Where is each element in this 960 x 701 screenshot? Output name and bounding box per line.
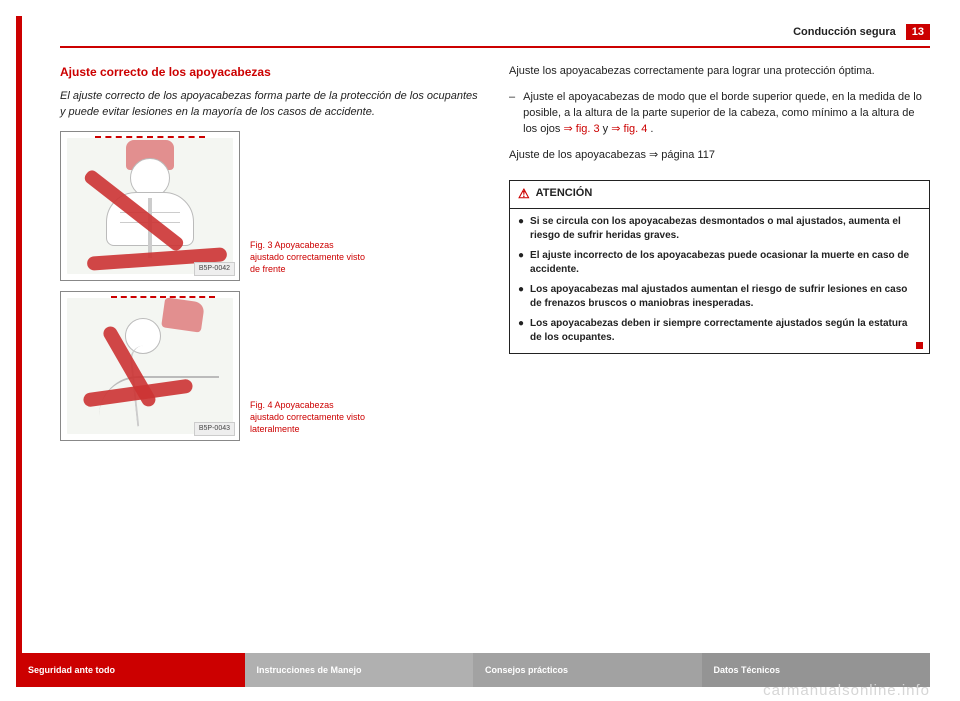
warning-header: ⚠ ATENCIÓN	[510, 181, 929, 209]
instruction-item: – Ajuste el apoyacabezas de modo que el …	[509, 90, 930, 138]
footer-tab-instrucciones[interactable]: Instrucciones de Manejo	[245, 653, 474, 687]
warning-bullet: ●Los apoyacabezas mal ajustados aumentan…	[518, 283, 921, 311]
warning-bullet: ●El ajuste incorrecto de los apoyacabeza…	[518, 249, 921, 277]
warning-bullet: ●Si se circula con los apoyacabezas desm…	[518, 215, 921, 243]
figure-3-block: B5P-0042 Fig. 3 Apoyacabezas ajustado co…	[60, 131, 481, 281]
page-number: 13	[906, 24, 930, 40]
fig-3-ref: ⇒ fig. 3	[563, 123, 599, 135]
figure-3-caption: Fig. 3 Apoyacabezas ajustado correctamen…	[250, 240, 370, 281]
watermark: carmanualsonline.info	[763, 682, 930, 699]
left-column: Ajuste correcto de los apoyacabezas El a…	[60, 64, 481, 643]
footer-tab-seguridad[interactable]: Seguridad ante todo	[16, 653, 245, 687]
top-rule	[60, 46, 930, 48]
warning-triangle-icon: ⚠	[518, 185, 530, 204]
warning-bullet: ●Los apoyacabezas deben ir siempre corre…	[518, 317, 921, 345]
heading: Ajuste correcto de los apoyacabezas	[60, 64, 481, 81]
end-marker-icon	[916, 342, 923, 349]
lead-paragraph: El ajuste correcto de los apoyacabezas f…	[60, 89, 481, 121]
warning-title: ATENCIÓN	[536, 186, 593, 202]
figure-4-block: B5P-0043 Fig. 4 Apoyacabezas ajustado co…	[60, 291, 481, 441]
warning-box: ⚠ ATENCIÓN ●Si se circula con los apoyac…	[509, 180, 930, 354]
figure-4-id: B5P-0043	[194, 422, 235, 436]
figure-4-caption-label: Fig. 4	[250, 400, 273, 410]
figure-4-image: B5P-0043	[60, 291, 240, 441]
content: Ajuste correcto de los apoyacabezas El a…	[60, 64, 930, 643]
more-ref: Ajuste de los apoyacabezas ⇒ página 117	[509, 148, 930, 164]
figure-3-caption-label: Fig. 3	[250, 240, 273, 250]
figure-3-image: B5P-0042	[60, 131, 240, 281]
figure-3-id: B5P-0042	[194, 262, 235, 276]
instruction-text: Ajuste el apoyacabezas de modo que el bo…	[523, 90, 930, 138]
warning-body: ●Si se circula con los apoyacabezas desm…	[510, 209, 929, 353]
footer-tab-consejos[interactable]: Consejos prácticos	[473, 653, 702, 687]
left-red-bar	[16, 16, 22, 654]
figure-4-caption: Fig. 4 Apoyacabezas ajustado correctamen…	[250, 400, 370, 441]
fig-4-ref: ⇒ fig. 4	[611, 123, 647, 135]
intro-paragraph: Ajuste los apoyacabezas correctamente pa…	[509, 64, 930, 80]
dash-icon: –	[509, 90, 515, 138]
right-column: Ajuste los apoyacabezas correctamente pa…	[509, 64, 930, 643]
header: Conducción segura 13	[793, 24, 930, 40]
section-name: Conducción segura	[793, 26, 896, 38]
page: Conducción segura 13 Ajuste correcto de …	[0, 0, 960, 701]
